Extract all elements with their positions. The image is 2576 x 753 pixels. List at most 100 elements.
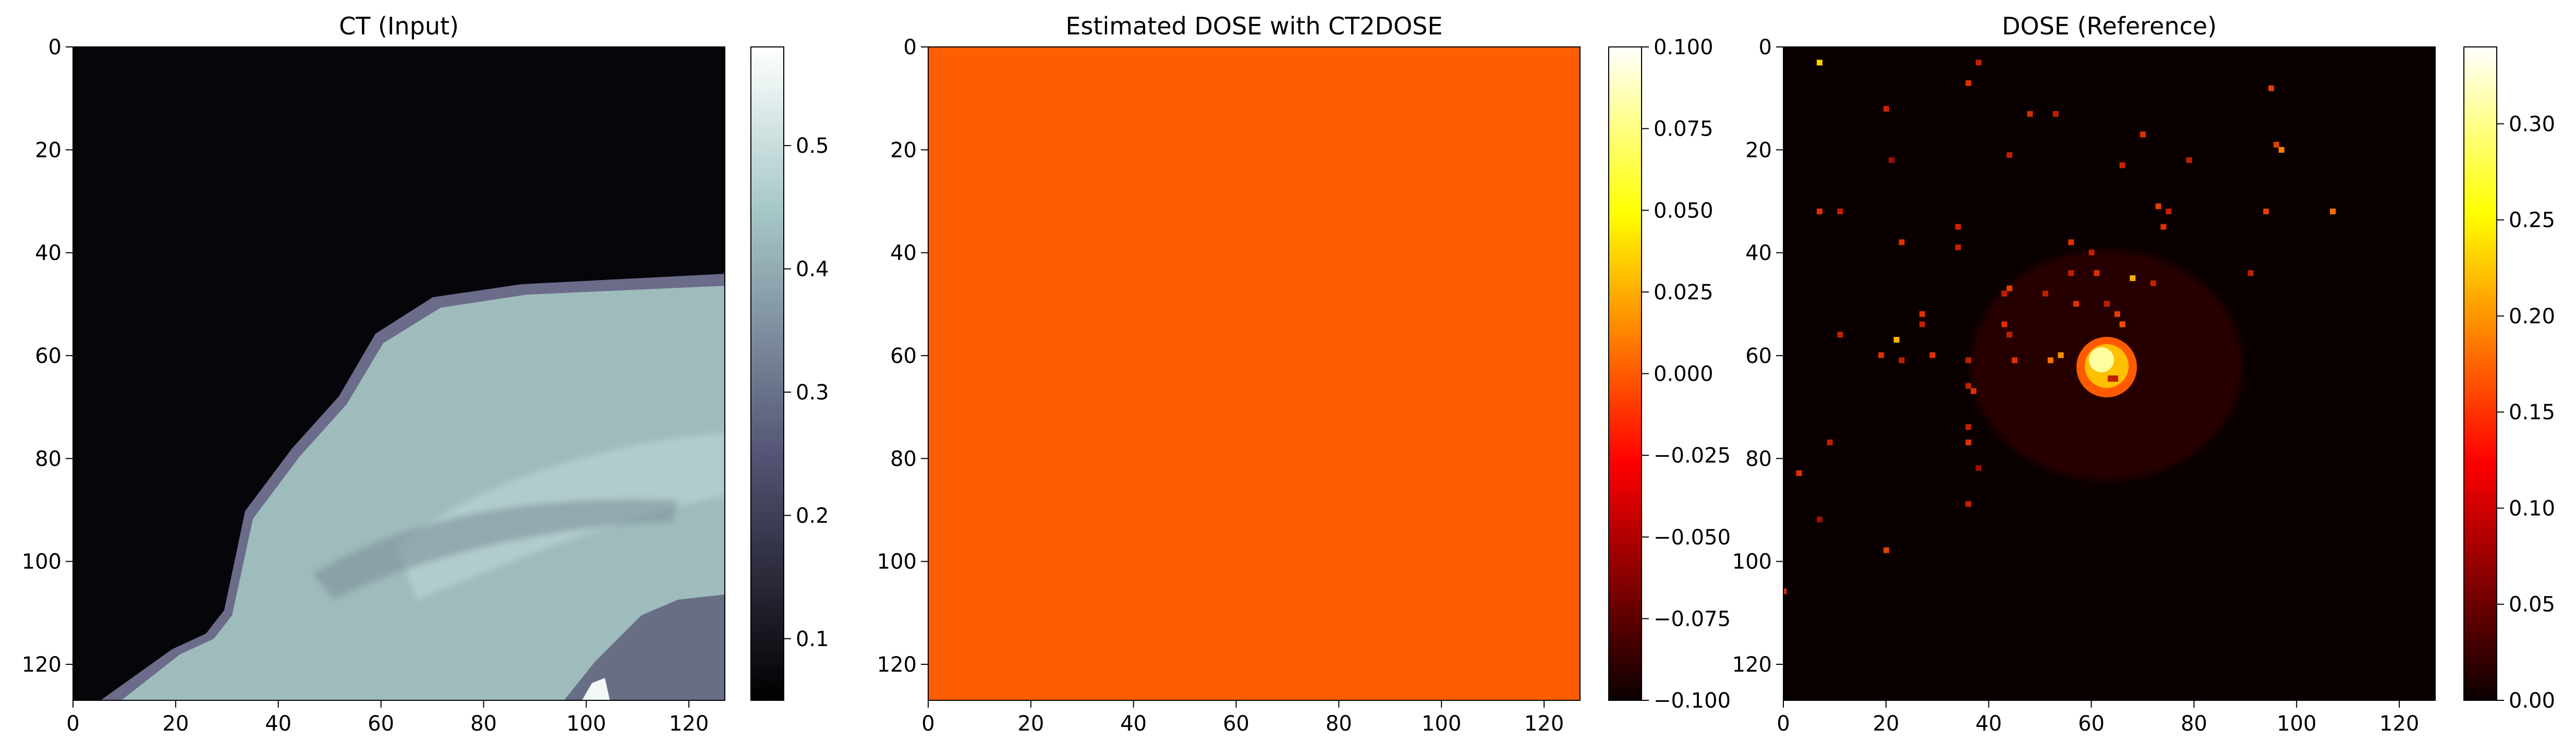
ct-colorbar-ticks: 0.1 0.2 0.3 0.4 0.5 bbox=[784, 134, 829, 651]
dose-reference-x-tick-label: 0 bbox=[1777, 712, 1790, 736]
dose-reference-colorbar-tick-label: 0.00 bbox=[2509, 689, 2555, 713]
dose-reference-x-tick-label: 100 bbox=[2277, 712, 2316, 736]
ct-lower-dark-region bbox=[564, 594, 725, 700]
ct-y-tick-label: 60 bbox=[35, 344, 62, 368]
dose-reference-y-tick-label: 0 bbox=[1759, 35, 1772, 59]
estimated-dose-colorbar-tick-label: 0.025 bbox=[1654, 281, 1714, 305]
dose-speckle bbox=[2058, 352, 2064, 358]
ct-y-tick-label: 120 bbox=[22, 653, 62, 677]
panel-ct-input: CT (Input) 0 20 40 60 80 100 120 0 20 40 60 80 100 1… bbox=[22, 12, 829, 736]
estimated-dose-colorbar-tick-label: 0.100 bbox=[1654, 35, 1714, 59]
estimated-dose-x-tick-label: 60 bbox=[1223, 712, 1249, 736]
dose-speckle bbox=[2130, 275, 2136, 281]
estimated-dose-y-tick-label: 80 bbox=[890, 447, 917, 471]
dose-speckle bbox=[2007, 285, 2013, 292]
ct-y-tick-label: 100 bbox=[22, 550, 62, 574]
dose-speckle bbox=[1888, 157, 1894, 163]
dose-reference-y-tick-label: 120 bbox=[1732, 653, 1772, 677]
dose-speckle bbox=[1971, 388, 1977, 394]
dose-speckle bbox=[1883, 547, 1889, 553]
dose-speckle bbox=[2278, 147, 2285, 153]
ct-bone-highlight bbox=[582, 678, 610, 700]
estimated-dose-title: Estimated DOSE with CT2DOSE bbox=[1065, 12, 1442, 40]
dose-speckle bbox=[2011, 357, 2018, 363]
dose-reference-colorbar-tick-label: 0.25 bbox=[2509, 209, 2555, 233]
dose-speckle bbox=[1965, 501, 1972, 507]
dose-reference-x-tick-label: 80 bbox=[2181, 712, 2207, 736]
dose-speckle bbox=[1955, 224, 1961, 230]
dose-speckle bbox=[2088, 249, 2095, 256]
ct-x-tick-label: 120 bbox=[669, 712, 709, 736]
estimated-dose-colorbar-ticks: 0.100 0.075 0.050 0.025 0.000 −0.025 −0.050 −0.… bbox=[1642, 35, 1731, 713]
dose-speckle bbox=[2104, 301, 2110, 307]
estimated-dose-y-tick-label: 40 bbox=[890, 241, 917, 265]
dose-speckle bbox=[1965, 383, 1972, 389]
dose-speckle bbox=[1929, 352, 1936, 358]
dose-speckle bbox=[2273, 142, 2279, 148]
dose-speckle bbox=[2330, 208, 2336, 214]
dose-reference-image bbox=[1783, 47, 2435, 700]
estimated-dose-image bbox=[928, 47, 1580, 700]
dose-reference-title: DOSE (Reference) bbox=[2002, 12, 2217, 40]
ct-y-tick-label: 0 bbox=[48, 35, 62, 59]
ct-colorbar-tick-label: 0.2 bbox=[796, 504, 829, 528]
dose-speckle bbox=[2007, 332, 2013, 338]
dose-reference-hotspot bbox=[2076, 337, 2137, 397]
dose-reference-y-tick-label: 80 bbox=[1745, 447, 1772, 471]
estimated-dose-colorbar bbox=[1608, 46, 1642, 701]
dose-speckle bbox=[1816, 516, 1822, 523]
estimated-dose-plot-frame bbox=[928, 46, 1581, 701]
dose-speckle bbox=[1878, 352, 1885, 358]
panel-estimated-dose: Estimated DOSE with CT2DOSE 0 20 40 60 80 100… bbox=[877, 12, 1731, 736]
ct-colorbar-tick-label: 0.5 bbox=[796, 134, 829, 158]
dose-speckle bbox=[2268, 85, 2275, 91]
dose-speckle bbox=[1976, 59, 1982, 66]
dose-speckle bbox=[1899, 239, 1905, 246]
ct-x-tick-label: 0 bbox=[66, 712, 79, 736]
dose-speckle bbox=[2001, 321, 2008, 327]
dose-reference-x-axis: 0 20 40 60 80 100 120 bbox=[1777, 700, 2419, 736]
dose-speckle bbox=[2155, 203, 2161, 210]
ct-x-axis: 0 20 40 60 80 100 120 bbox=[66, 700, 709, 736]
dose-speckle bbox=[2186, 157, 2192, 163]
ct-x-tick-label: 100 bbox=[566, 712, 606, 736]
estimated-dose-x-tick-label: 0 bbox=[921, 712, 934, 736]
ct-title: CT (Input) bbox=[339, 12, 459, 40]
estimated-dose-y-tick-label: 20 bbox=[890, 138, 917, 162]
dose-speckle bbox=[1827, 439, 1833, 445]
dose-reference-y-tick-label: 100 bbox=[1732, 550, 1772, 574]
ct-dark-fold bbox=[313, 500, 678, 600]
dose-speckle bbox=[1796, 470, 1802, 476]
estimated-dose-colorbar-tick-label: 0.000 bbox=[1654, 362, 1714, 386]
ct-y-tick-label: 40 bbox=[35, 241, 62, 265]
estimated-dose-colorbar-tick-label: −0.050 bbox=[1654, 526, 1731, 550]
dose-speckle bbox=[2001, 290, 2008, 297]
dose-reference-colorbar-tick-label: 0.10 bbox=[2509, 496, 2555, 520]
estimated-dose-x-tick-label: 120 bbox=[1524, 712, 1564, 736]
dose-speckle bbox=[1816, 208, 1822, 214]
ct-colorbar bbox=[750, 46, 784, 701]
estimated-dose-x-tick-label: 40 bbox=[1120, 712, 1147, 736]
dose-reference-y-tick-label: 20 bbox=[1745, 138, 1772, 162]
hotspot-core bbox=[2089, 347, 2114, 372]
dose-speckle bbox=[1965, 439, 1972, 445]
estimated-dose-x-axis: 0 20 40 60 80 100 120 bbox=[921, 700, 1564, 736]
ct-x-tick-label: 20 bbox=[162, 712, 189, 736]
dose-speckle bbox=[2119, 162, 2125, 168]
dose-speckle bbox=[2027, 111, 2033, 117]
dose-reference-colorbar-tick-label: 0.20 bbox=[2509, 305, 2555, 329]
dose-speckle bbox=[2140, 131, 2146, 138]
dose-reference-y-tick-label: 60 bbox=[1745, 344, 1772, 368]
estimated-dose-y-tick-label: 120 bbox=[877, 653, 917, 677]
dose-speckle bbox=[2007, 152, 2013, 158]
dose-reference-speckles bbox=[1783, 59, 2336, 594]
dose-speckle bbox=[1837, 208, 1843, 214]
dose-speckle bbox=[1919, 311, 1925, 317]
dose-speckle bbox=[2119, 321, 2125, 327]
estimated-dose-x-tick-label: 20 bbox=[1017, 712, 1044, 736]
dose-speckle bbox=[2068, 270, 2074, 276]
hotspot-notch bbox=[2108, 375, 2118, 382]
ct-colorbar-tick-label: 0.4 bbox=[796, 258, 829, 282]
dose-speckle bbox=[1919, 321, 1925, 327]
